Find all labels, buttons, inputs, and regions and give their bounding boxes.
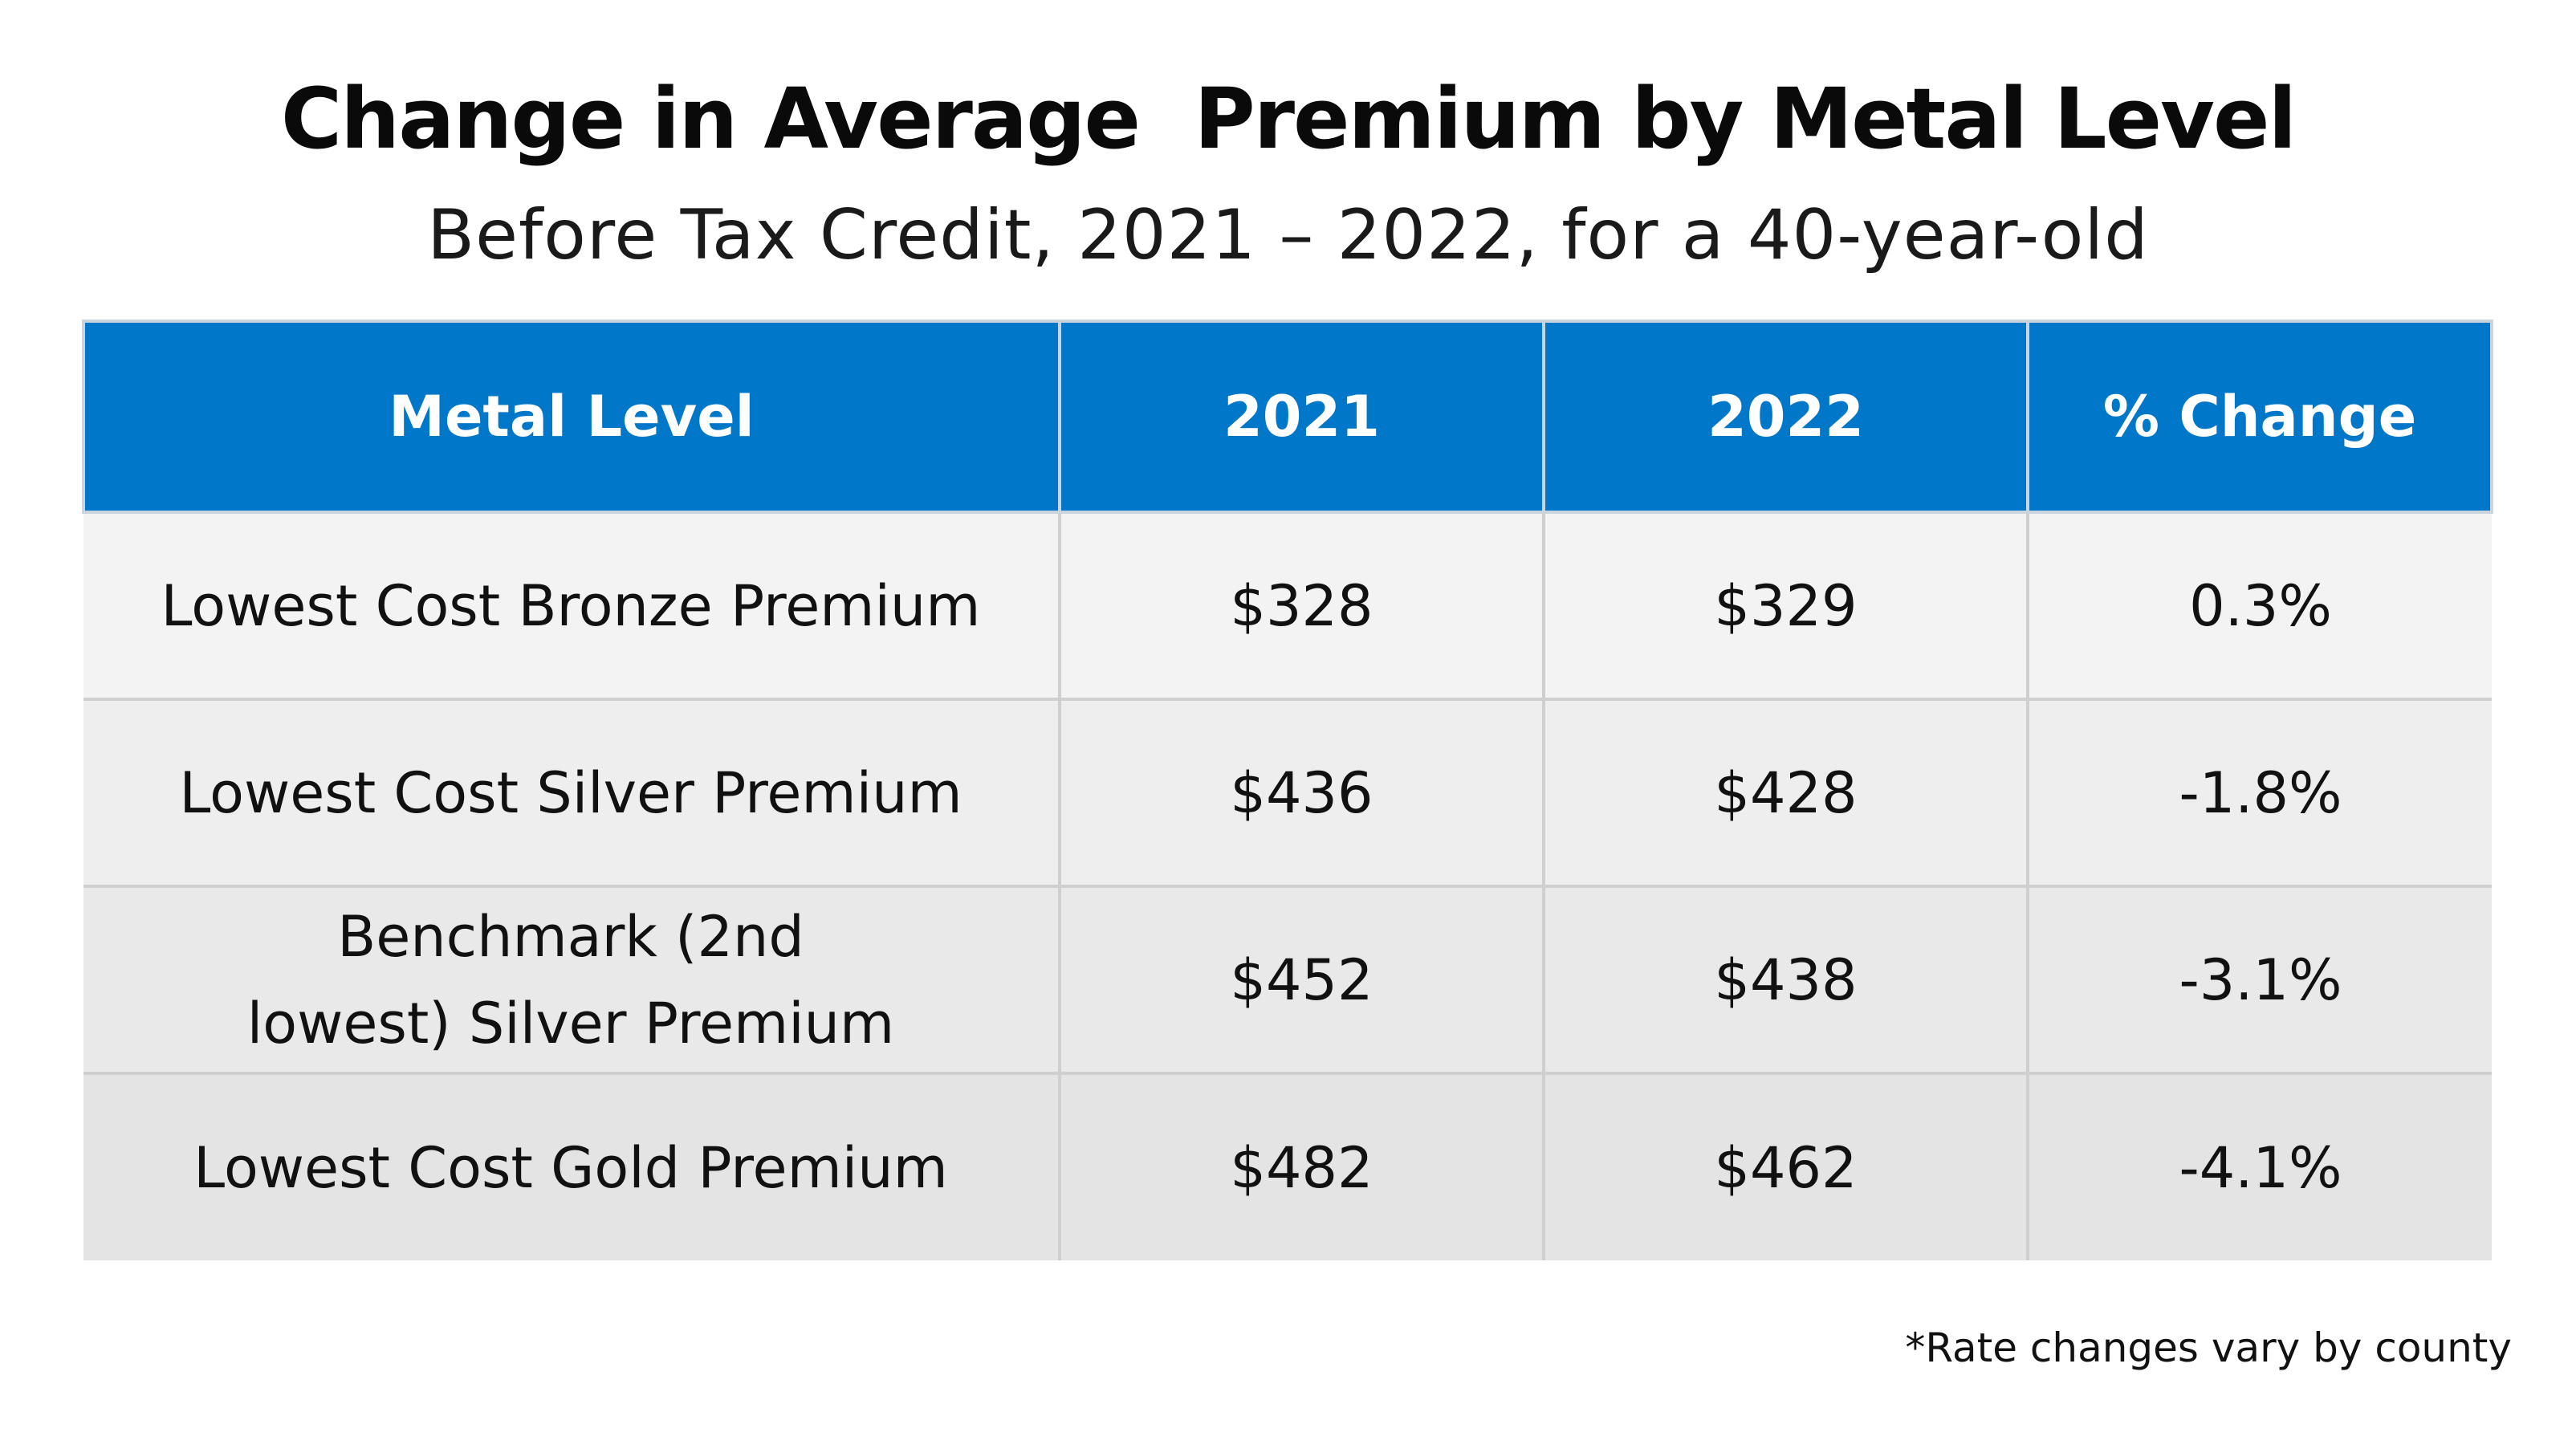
cell-metal-level: Benchmark (2nd lowest) Silver Premium xyxy=(83,885,1061,1075)
header-metal-level: Metal Level xyxy=(82,320,1061,514)
header-2021: 2021 xyxy=(1058,320,1545,514)
header-2022: 2022 xyxy=(1542,320,2029,514)
cell-metal-level: Lowest Cost Silver Premium xyxy=(83,698,1061,888)
cell-percent-change: -1.8% xyxy=(2026,698,2492,888)
footnote: *Rate changes vary by county xyxy=(1905,1325,2512,1371)
cell-metal-level: Lowest Cost Bronze Premium xyxy=(83,511,1061,701)
cell-metal-level: Lowest Cost Gold Premium xyxy=(83,1072,1061,1260)
header-percent-change: % Change xyxy=(2026,320,2493,514)
premium-table: Metal Level 2021 2022 % Change Lowest Co… xyxy=(82,320,2493,1260)
table-row: Lowest Cost Bronze Premium $328 $329 0.3… xyxy=(83,511,2492,701)
cell-2021: $482 xyxy=(1058,1072,1545,1260)
cell-2021: $452 xyxy=(1058,885,1545,1075)
cell-2022: $329 xyxy=(1542,511,2029,701)
cell-2021: $328 xyxy=(1058,511,1545,701)
table-row: Benchmark (2nd lowest) Silver Premium $4… xyxy=(83,885,2492,1075)
chart-title: Change in Average Premium by Metal Level xyxy=(280,70,2297,168)
cell-2022: $428 xyxy=(1542,698,2029,888)
cell-2021: $436 xyxy=(1058,698,1545,888)
table-row: Lowest Cost Silver Premium $436 $428 -1.… xyxy=(83,698,2492,888)
cell-percent-change: 0.3% xyxy=(2026,511,2492,701)
table-row: Lowest Cost Gold Premium $482 $462 -4.1% xyxy=(83,1072,2492,1260)
cell-percent-change: -4.1% xyxy=(2026,1072,2492,1260)
cell-2022: $462 xyxy=(1542,1072,2029,1260)
header-row: Metal Level 2021 2022 % Change xyxy=(82,320,2493,514)
cell-2022: $438 xyxy=(1542,885,2029,1075)
cell-percent-change: -3.1% xyxy=(2026,885,2492,1075)
chart-subtitle: Before Tax Credit, 2021 – 2022, for a 40… xyxy=(427,195,2149,275)
